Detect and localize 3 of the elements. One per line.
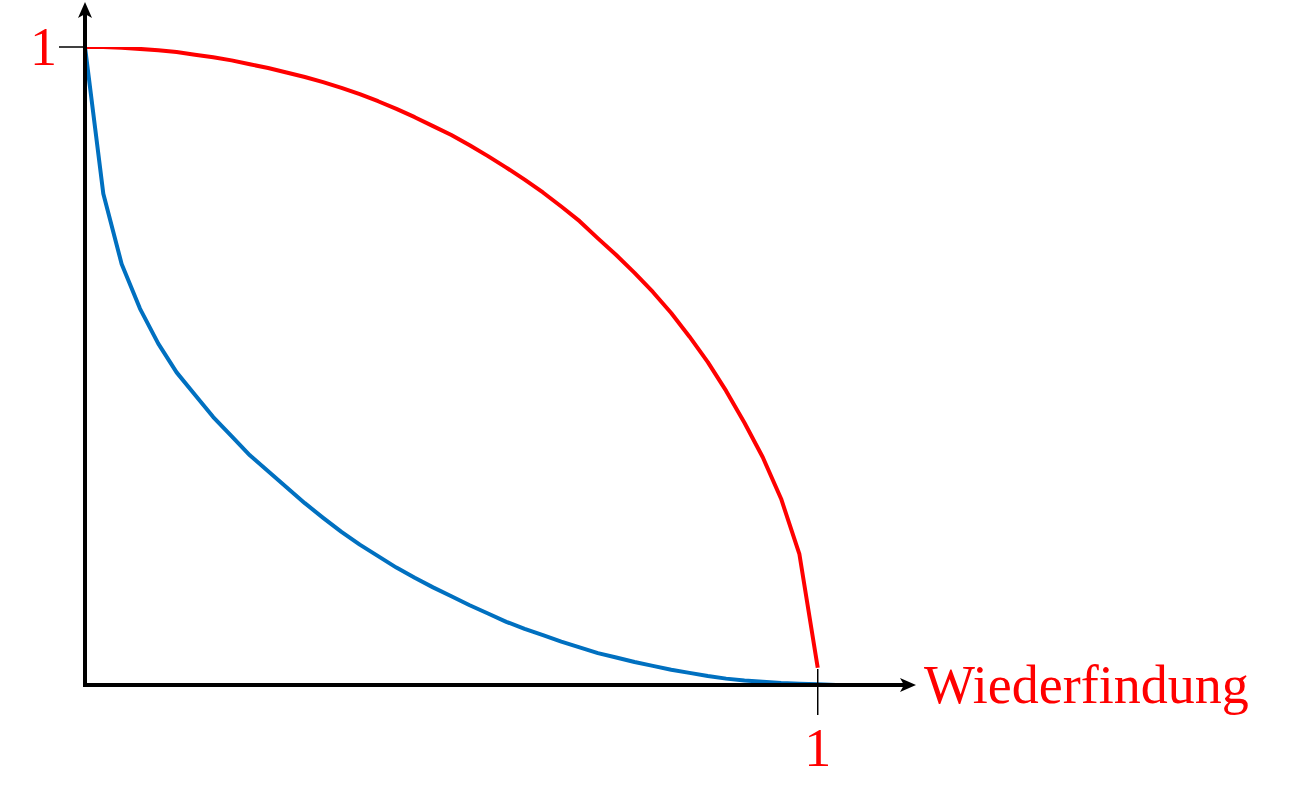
x-axis-title: Wiederfindung <box>924 655 1249 716</box>
text: 1 <box>804 718 832 779</box>
text: 1 <box>30 17 57 78</box>
